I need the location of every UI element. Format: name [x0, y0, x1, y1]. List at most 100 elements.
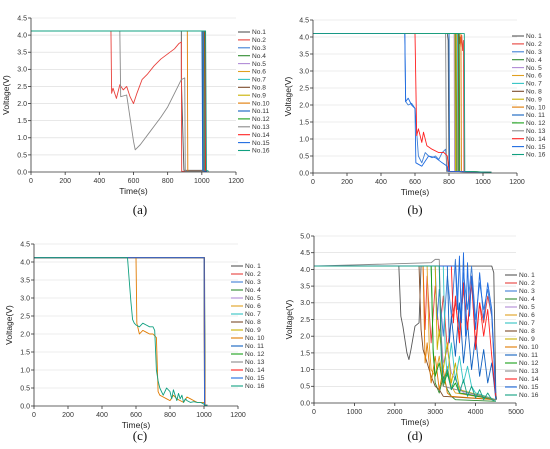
- x-tick-label: 800: [164, 412, 176, 419]
- series-line: [34, 257, 208, 406]
- series-line: [314, 265, 496, 401]
- y-axis-title: Voltage(V): [283, 76, 293, 116]
- legend-label: No. 8: [526, 89, 542, 96]
- x-tick-label: 1000: [475, 179, 491, 186]
- series-line: [314, 258, 497, 397]
- y-tick-label: 4.0: [17, 33, 27, 40]
- legend-label: No.5: [252, 61, 266, 68]
- x-axis-title: Time(s): [401, 187, 430, 197]
- y-tick-label: 0.0: [300, 400, 310, 407]
- legend-label: No. 7: [519, 320, 535, 327]
- y-tick-label: 0.5: [20, 385, 30, 392]
- x-tick-label: 4000: [468, 409, 484, 416]
- y-tick-label: 1.0: [299, 136, 309, 143]
- x-tick-label: 0: [311, 179, 315, 186]
- legend-label: No. 6: [245, 303, 261, 310]
- y-tick-label: 4.0: [300, 267, 310, 274]
- series-line: [31, 30, 207, 172]
- legend-label: No. 2: [526, 41, 542, 48]
- series-line: [314, 265, 498, 400]
- x-tick-label: 600: [409, 179, 421, 186]
- x-tick-label: 800: [443, 179, 455, 186]
- series-line: [313, 33, 492, 173]
- legend-label: No. 11: [245, 343, 264, 350]
- y-tick-label: 4.0: [299, 34, 309, 41]
- legend-label: No. 3: [519, 288, 535, 295]
- x-tick-label: 3000: [427, 409, 443, 416]
- series-line: [313, 33, 492, 173]
- x-tick-label: 600: [128, 178, 140, 185]
- legend-label: No. 5: [245, 295, 261, 302]
- legend-label: No.2: [252, 37, 266, 44]
- legend-label: No. 6: [519, 312, 535, 319]
- x-tick-label: 2000: [387, 409, 403, 416]
- series-line: [314, 252, 497, 394]
- series-line: [314, 265, 496, 401]
- y-tick-label: 2.5: [299, 85, 309, 92]
- x-tick-label: 200: [62, 412, 74, 419]
- x-tick-label: 1200: [230, 412, 246, 419]
- legend-label: No. 9: [526, 96, 542, 103]
- legend-label: No. 12: [526, 120, 546, 127]
- y-tick-label: 3.0: [20, 295, 30, 302]
- x-tick-label: 0: [312, 409, 316, 416]
- series-group: [34, 257, 208, 406]
- legend-label: No. 16: [526, 152, 546, 159]
- legend-label: No. 3: [526, 49, 542, 56]
- panel-label: (b): [407, 202, 422, 217]
- series-group: [313, 33, 492, 173]
- y-axis-title: Voltage(V): [4, 305, 14, 345]
- y-tick-label: 4.5: [300, 250, 310, 257]
- legend-label: No. 1: [526, 33, 542, 40]
- legend-label: No. 13: [526, 128, 546, 135]
- y-tick-label: 0.0: [20, 403, 30, 410]
- series-line: [314, 265, 497, 397]
- series-line: [31, 30, 207, 172]
- legend-label: No.3: [252, 45, 266, 52]
- legend-label: No. 1: [245, 263, 261, 270]
- x-tick-label: 5000: [508, 409, 524, 416]
- y-axis-title: Voltage(V): [1, 75, 11, 115]
- y-tick-label: 1.5: [20, 349, 30, 356]
- y-tick-label: 0.0: [17, 169, 27, 176]
- x-tick-label: 1000: [196, 412, 212, 419]
- legend-label: No.10: [252, 100, 270, 107]
- x-tick-label: 400: [93, 178, 105, 185]
- legend-label: No. 14: [519, 376, 539, 383]
- y-tick-label: 0.5: [299, 153, 309, 160]
- legend-label: No.13: [252, 124, 270, 131]
- legend-label: No. 3: [245, 279, 261, 286]
- legend-label: No. 10: [526, 104, 546, 111]
- legend-label: No. 7: [526, 81, 542, 88]
- panel-label: (d): [407, 428, 422, 443]
- y-tick-label: 5.0: [300, 233, 310, 240]
- legend-label: No. 5: [519, 304, 535, 311]
- series-group: [31, 30, 209, 172]
- legend-label: No. 4: [245, 287, 261, 294]
- x-tick-label: 600: [130, 412, 142, 419]
- y-tick-label: 2.0: [17, 101, 27, 108]
- legend-label: No. 4: [519, 296, 535, 303]
- legend-label: No. 16: [245, 383, 265, 390]
- y-tick-label: 1.5: [300, 350, 310, 357]
- y-tick-label: 1.5: [17, 118, 27, 125]
- series-line: [314, 265, 496, 401]
- y-tick-label: 4.0: [20, 259, 30, 266]
- legend-label: No. 9: [519, 336, 535, 343]
- legend-label: No.11: [252, 108, 269, 115]
- y-tick-label: 3.0: [299, 68, 309, 75]
- y-tick-label: 1.0: [300, 367, 310, 374]
- y-tick-label: 4.5: [20, 241, 30, 248]
- legend-label: No.6: [252, 69, 266, 76]
- y-tick-label: 4.5: [299, 17, 309, 24]
- legend-label: No. 11: [526, 112, 545, 119]
- y-tick-label: 4.5: [17, 15, 27, 22]
- y-tick-label: 2.5: [20, 313, 30, 320]
- y-tick-label: 2.5: [300, 317, 310, 324]
- legend-label: No.15: [252, 140, 270, 147]
- y-tick-label: 3.5: [299, 51, 309, 58]
- legend-label: No. 8: [245, 319, 261, 326]
- legend-label: No.8: [252, 85, 266, 92]
- y-tick-label: 3.5: [17, 50, 27, 57]
